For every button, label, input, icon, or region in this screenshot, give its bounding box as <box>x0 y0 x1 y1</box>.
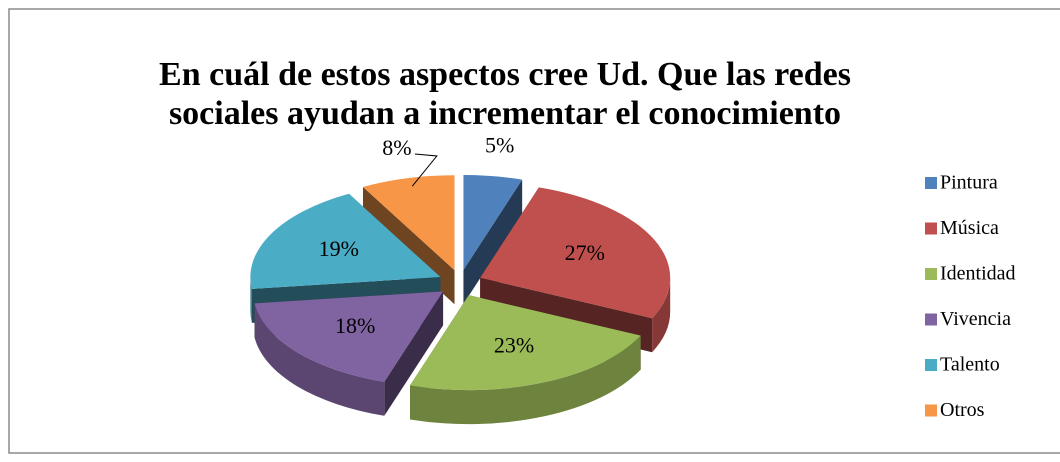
slice-wall <box>254 303 385 416</box>
data-label: 5% <box>485 133 514 158</box>
slice-wall <box>652 277 671 353</box>
pie-slice <box>463 174 523 304</box>
slice-top <box>463 174 523 270</box>
legend-label: Pintura <box>940 172 998 194</box>
data-label: 8% <box>382 135 411 160</box>
slice-top <box>250 193 441 289</box>
chart-title: En cuál de estos aspectos cree Ud. Que l… <box>159 56 851 132</box>
slice-top <box>254 291 444 382</box>
slice-wall <box>250 277 252 323</box>
legend-swatch <box>925 222 937 235</box>
legend-swatch <box>925 268 937 280</box>
legend-label: Otros <box>940 399 985 421</box>
slice-top <box>362 175 455 271</box>
legend-swatch <box>925 359 937 371</box>
pie-slice <box>410 295 641 425</box>
legend-swatch <box>925 313 937 326</box>
legend-label: Vivencia <box>940 308 1011 330</box>
slice-top <box>410 295 641 391</box>
slice-side <box>463 179 523 304</box>
slice-top <box>480 187 671 319</box>
legend-swatch <box>925 404 937 417</box>
slice-wall <box>410 335 641 425</box>
legend-label: Talento <box>940 354 1000 376</box>
data-label: 23% <box>494 332 534 357</box>
legend-label: Identidad <box>940 263 1016 285</box>
data-label: 19% <box>319 236 359 261</box>
legend-swatch <box>925 177 937 189</box>
legend-label: Música <box>940 217 999 239</box>
data-label: 27% <box>565 240 605 265</box>
pie-slice <box>254 291 444 416</box>
data-label: 18% <box>335 313 375 338</box>
leader-line <box>411 153 438 187</box>
